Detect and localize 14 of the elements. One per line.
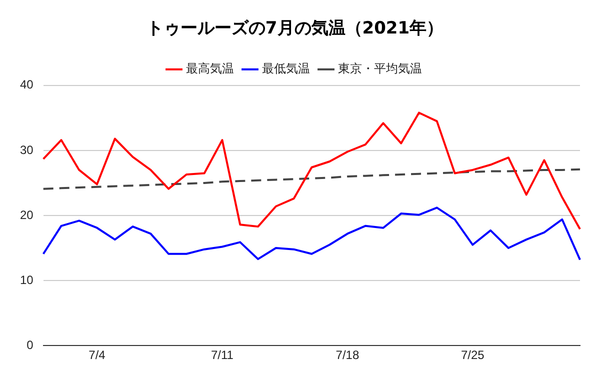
legend-label: 東京・平均気温 (338, 62, 422, 76)
chart-title: トゥールーズの7月の気温（2021年） (146, 18, 444, 39)
y-tick-label: 0 (26, 338, 34, 352)
x-tick-label: 7/4 (88, 348, 106, 362)
x-tick-label: 7/25 (460, 348, 485, 362)
y-tick-label: 40 (20, 78, 34, 92)
y-tick-label: 10 (20, 272, 34, 287)
y-tick-label: 30 (20, 142, 34, 157)
y-tick-label: 20 (20, 208, 34, 222)
legend-label: 最低気温 (262, 62, 310, 76)
x-tick-label: 7/11 (210, 348, 234, 362)
x-tick-label: 7/18 (336, 348, 360, 362)
line-series (42, 168, 581, 190)
legend-label: 最高気温 (186, 62, 234, 76)
